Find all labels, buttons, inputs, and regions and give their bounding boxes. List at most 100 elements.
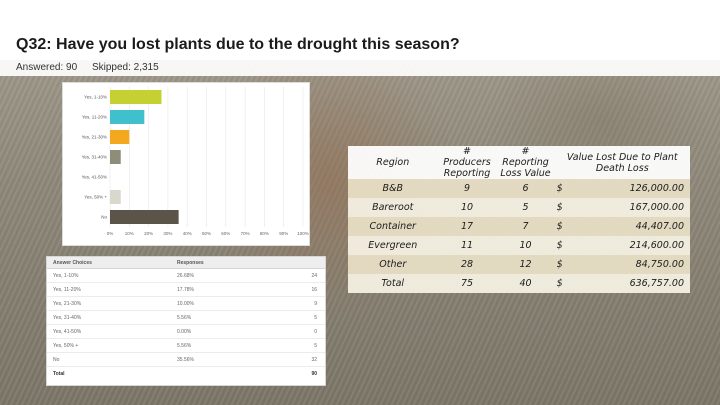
- value-lost-header: Value Lost Due to Plant Death Loss: [554, 146, 690, 179]
- currency-symbol: $: [554, 274, 571, 293]
- producers-reporting: 11: [437, 236, 497, 255]
- response-count: 24: [311, 272, 317, 279]
- reporting-loss-value: 12: [496, 255, 555, 274]
- responses-row: No 35.56% 32: [47, 353, 325, 367]
- category-label: Yes, 41-50%: [82, 175, 107, 180]
- x-tick-label: 80%: [260, 231, 269, 236]
- response-percent: 5.56%: [177, 314, 192, 321]
- responses-row: Yes, 11-20% 17.78% 16: [47, 283, 325, 297]
- response-percent: 0.00%: [177, 328, 192, 335]
- region-header: Region: [348, 146, 438, 179]
- response-count: 9: [314, 300, 317, 307]
- category-label: No: [101, 215, 107, 220]
- skipped-count: Skipped: 2,315: [91, 62, 159, 73]
- region-name: Evergreen: [348, 236, 438, 255]
- region-name: Other: [348, 255, 438, 274]
- value-lost: 167,000.00: [570, 198, 690, 217]
- responses-row: Yes, 21-30% 10.00% 9: [47, 297, 325, 311]
- response-count: 0: [314, 328, 317, 335]
- reporting-loss-value: 40: [496, 274, 555, 293]
- page-title: Q32: Have you lost plants due to the dro…: [16, 36, 460, 53]
- category-label: Yes, 21-30%: [82, 135, 107, 140]
- response-percent: 5.56%: [177, 342, 192, 349]
- response-percent: 26.68%: [177, 272, 194, 279]
- responses-table: Answer Choices Responses Yes, 1-10% 26.68…: [46, 256, 326, 386]
- region-row: Bareroot 10 5 $167,000.00: [348, 198, 690, 217]
- bar: [110, 110, 145, 124]
- producers-reporting: 75: [437, 274, 497, 293]
- producers-reporting: 17: [437, 217, 497, 236]
- region-row: Other 28 12 $84,750.00: [348, 255, 690, 274]
- region-name: Container: [348, 217, 438, 236]
- reporting-loss-value: 10: [496, 236, 555, 255]
- x-tick-label: 60%: [221, 231, 230, 236]
- answer-choice: Yes, 41-50%: [53, 328, 82, 335]
- answer-choices-header: Answer Choices: [53, 259, 92, 266]
- producers-reporting: 10: [437, 198, 497, 217]
- bar: [110, 130, 130, 144]
- answer-choice: Yes, 11-20%: [53, 286, 81, 293]
- answer-choice: Yes, 1-10%: [53, 272, 79, 279]
- value-lost: 636,757.00: [570, 274, 690, 293]
- value-lost: 84,750.00: [570, 255, 690, 274]
- bar-chart: 0% 10% 20% 30% 40% 50% 60% 70% 80% 90% 100% Yes, 1-…: [82, 87, 309, 236]
- bar: [110, 210, 179, 224]
- category-label: Yes, 50% +: [84, 195, 107, 200]
- region-row: Total 75 40 $636,757.00: [348, 274, 690, 293]
- category-label: Yes, 1-10%: [84, 95, 107, 100]
- chart-panel: 0% 10% 20% 30% 40% 50% 60% 70% 80% 90% 100% Yes, 1-…: [62, 82, 310, 246]
- responses-table-header: Answer Choices Responses: [47, 257, 325, 269]
- answer-choice: Yes, 21-30%: [53, 300, 82, 307]
- responses-row: Yes, 41-50% 0.00% 0: [47, 325, 325, 339]
- response-percent: 35.56%: [177, 356, 194, 363]
- x-tick-label: 90%: [279, 231, 288, 236]
- value-lost: 126,000.00: [570, 179, 690, 198]
- producers-reporting: 28: [437, 255, 497, 274]
- x-tick-label: 100%: [297, 231, 309, 236]
- bar: [110, 190, 121, 204]
- producers-header: # Producers Reporting: [437, 146, 497, 179]
- x-tick-label: 40%: [183, 231, 192, 236]
- x-tick-label: 30%: [163, 231, 172, 236]
- response-percent: 17.78%: [177, 286, 194, 293]
- answered-count: Answered: 90: [16, 62, 78, 73]
- x-tick-label: 20%: [144, 231, 153, 236]
- currency-symbol: $: [554, 255, 571, 274]
- region-name: B&B: [348, 179, 438, 198]
- category-label: Yes, 11-20%: [82, 115, 107, 120]
- value-lost: 214,600.00: [570, 236, 690, 255]
- value-lost: 44,407.00: [570, 217, 690, 236]
- responses-row: Yes, 50% + 5.56% 5: [47, 339, 325, 353]
- loss-reporting-header: # Reporting Loss Value: [496, 146, 555, 179]
- region-loss-table: Region # Producers Reporting # Reporting…: [348, 146, 690, 293]
- answer-choice: No: [53, 356, 60, 363]
- x-tick-label: 10%: [125, 231, 134, 236]
- bar: [110, 90, 162, 104]
- answer-choice: Yes, 31-40%: [53, 314, 82, 321]
- response-count: 32: [311, 356, 317, 363]
- region-table-body: B&B 9 6 $126,000.00 Bareroot 10 5 $167,000.00 Co…: [348, 179, 690, 293]
- responses-row: Yes, 31-40% 5.56% 5: [47, 311, 325, 325]
- reporting-loss-value: 6: [496, 179, 555, 198]
- responses-total-row: Total 90: [47, 367, 325, 381]
- currency-symbol: $: [554, 236, 571, 255]
- currency-symbol: $: [554, 179, 571, 198]
- response-meta: Answered: 90 Skipped: 2,315: [16, 62, 171, 73]
- answer-choice: Yes, 50% +: [53, 342, 79, 349]
- response-count: 5: [314, 314, 317, 321]
- response-count: 16: [311, 286, 317, 293]
- responses-table-body: Yes, 1-10% 26.68% 24 Yes, 11-20% 17.78% 16 Yes…: [47, 269, 325, 367]
- reporting-loss-value: 5: [496, 198, 555, 217]
- category-label: Yes, 31-40%: [82, 155, 107, 160]
- currency-symbol: $: [554, 198, 571, 217]
- currency-symbol: $: [554, 217, 571, 236]
- responses-header: Responses: [177, 259, 204, 266]
- region-table-header: Region # Producers Reporting # Reporting…: [348, 146, 690, 179]
- region-row: Evergreen 11 10 $214,600.00: [348, 236, 690, 255]
- x-tick-label: 50%: [202, 231, 211, 236]
- total-label: Total: [53, 371, 65, 377]
- response-percent: 10.00%: [177, 300, 194, 307]
- response-count: 5: [314, 342, 317, 349]
- region-name: Total: [348, 274, 438, 293]
- x-tick-label: 70%: [241, 231, 250, 236]
